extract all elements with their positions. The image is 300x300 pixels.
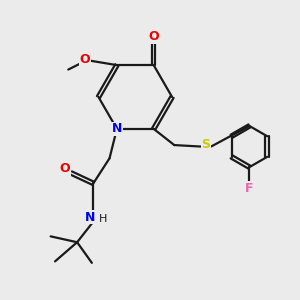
Text: S: S [202, 138, 211, 151]
Text: F: F [245, 182, 254, 195]
Text: H: H [99, 214, 107, 224]
Text: N: N [112, 122, 122, 135]
Text: O: O [148, 30, 159, 43]
Text: N: N [85, 211, 96, 224]
Text: O: O [80, 53, 90, 66]
Text: O: O [59, 162, 70, 175]
